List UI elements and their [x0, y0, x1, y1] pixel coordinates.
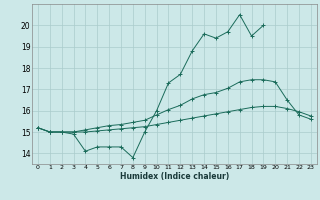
- X-axis label: Humidex (Indice chaleur): Humidex (Indice chaleur): [120, 172, 229, 181]
